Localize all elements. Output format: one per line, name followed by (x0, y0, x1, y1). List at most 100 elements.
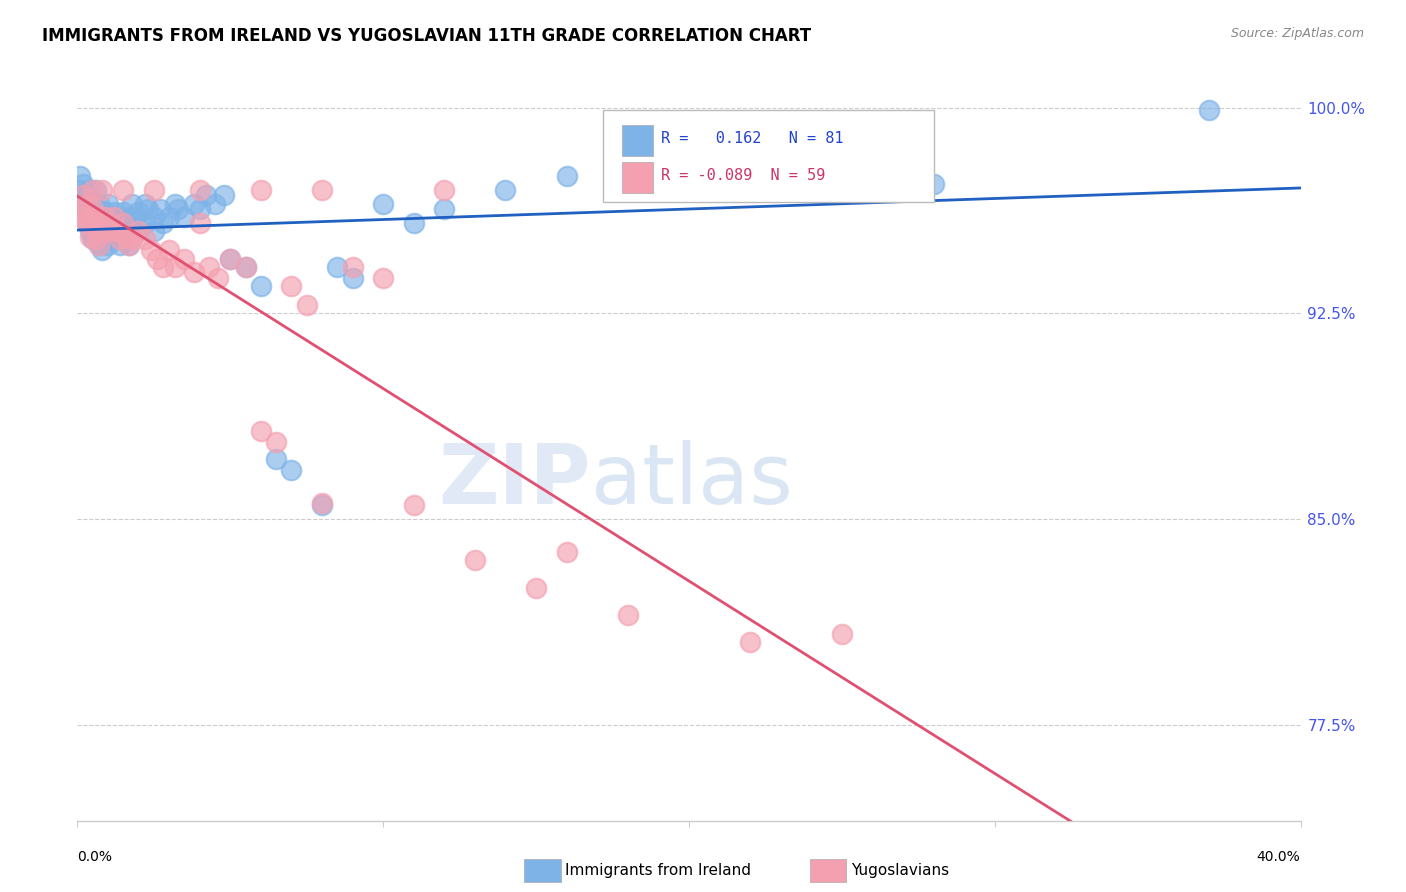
Point (72, 178, 94, 192)
FancyBboxPatch shape (603, 110, 934, 202)
Point (149, 202, 172, 216)
Point (121, 232, 143, 246)
Point (76, 205, 98, 219)
Point (82, 221, 104, 235)
Point (105, 224, 128, 238)
Point (146, 252, 169, 266)
Point (235, 260, 257, 274)
Text: 40.0%: 40.0% (1257, 850, 1301, 864)
Point (709, 178, 731, 192)
Point (183, 196, 205, 211)
Point (121, 216, 143, 230)
Point (115, 211, 138, 225)
Point (115, 229, 138, 244)
Point (183, 265, 205, 279)
Point (134, 196, 156, 211)
Point (280, 279, 302, 293)
Point (84, 183, 107, 197)
Point (212, 188, 235, 202)
Point (82, 183, 104, 197)
Point (152, 216, 174, 230)
Point (142, 183, 165, 197)
Point (167, 202, 190, 216)
Point (295, 298, 318, 312)
Point (136, 202, 159, 216)
Point (87, 237, 110, 252)
Point (127, 224, 149, 238)
Text: atlas: atlas (591, 440, 793, 521)
Point (108, 216, 131, 230)
Point (79, 229, 101, 244)
Point (157, 211, 180, 225)
Text: Source: ZipAtlas.com: Source: ZipAtlas.com (1230, 27, 1364, 40)
Point (76, 216, 98, 230)
Point (90, 211, 112, 225)
Point (188, 202, 211, 216)
Point (922, 178, 945, 192)
Point (97, 237, 120, 252)
Point (1198, 103, 1220, 118)
Text: IMMIGRANTS FROM IRELAND VS YUGOSLAVIAN 11TH GRADE CORRELATION CHART: IMMIGRANTS FROM IRELAND VS YUGOSLAVIAN 1… (42, 27, 811, 45)
Point (84, 224, 107, 238)
Point (371, 196, 394, 211)
Point (79, 183, 101, 197)
Point (90, 183, 112, 197)
Point (219, 252, 242, 266)
Text: Yugoslavians: Yugoslavians (851, 863, 949, 878)
Point (76, 188, 98, 202)
Point (84, 202, 107, 216)
Point (402, 498, 425, 512)
Point (97, 196, 120, 211)
Point (188, 183, 211, 197)
Point (134, 232, 156, 246)
Point (250, 183, 273, 197)
Point (188, 216, 211, 230)
Point (194, 188, 217, 202)
Point (118, 237, 141, 252)
Point (311, 495, 333, 509)
Point (82, 211, 104, 225)
Point (118, 216, 141, 230)
Point (250, 279, 273, 293)
Point (105, 211, 128, 225)
Point (76, 196, 98, 211)
Point (173, 252, 195, 266)
Point (115, 229, 138, 244)
Point (82, 232, 104, 246)
Text: R =   0.162   N = 81: R = 0.162 N = 81 (661, 130, 844, 145)
Point (87, 196, 110, 211)
Point (112, 205, 135, 219)
Point (433, 202, 456, 216)
Point (264, 435, 287, 450)
Point (94, 224, 117, 238)
Text: Immigrants from Ireland: Immigrants from Ireland (565, 863, 751, 878)
Point (157, 244, 180, 258)
Point (342, 270, 364, 285)
Point (127, 205, 149, 219)
Text: 0.0%: 0.0% (77, 850, 112, 864)
Point (207, 270, 229, 285)
Point (79, 202, 101, 216)
Point (740, 635, 762, 649)
Point (100, 232, 122, 246)
Point (433, 183, 456, 197)
Point (831, 627, 853, 641)
Point (82, 202, 104, 216)
Point (235, 260, 257, 274)
Point (84, 211, 107, 225)
Point (112, 183, 135, 197)
Point (617, 169, 640, 184)
Point (831, 183, 853, 197)
Point (72, 188, 94, 202)
Point (87, 216, 110, 230)
Point (152, 260, 174, 274)
FancyBboxPatch shape (621, 161, 654, 193)
Point (108, 237, 131, 252)
Point (311, 498, 333, 512)
Point (90, 224, 112, 238)
FancyBboxPatch shape (621, 125, 654, 156)
Point (280, 463, 302, 477)
Point (69, 205, 91, 219)
Point (464, 553, 486, 567)
Point (118, 237, 141, 252)
